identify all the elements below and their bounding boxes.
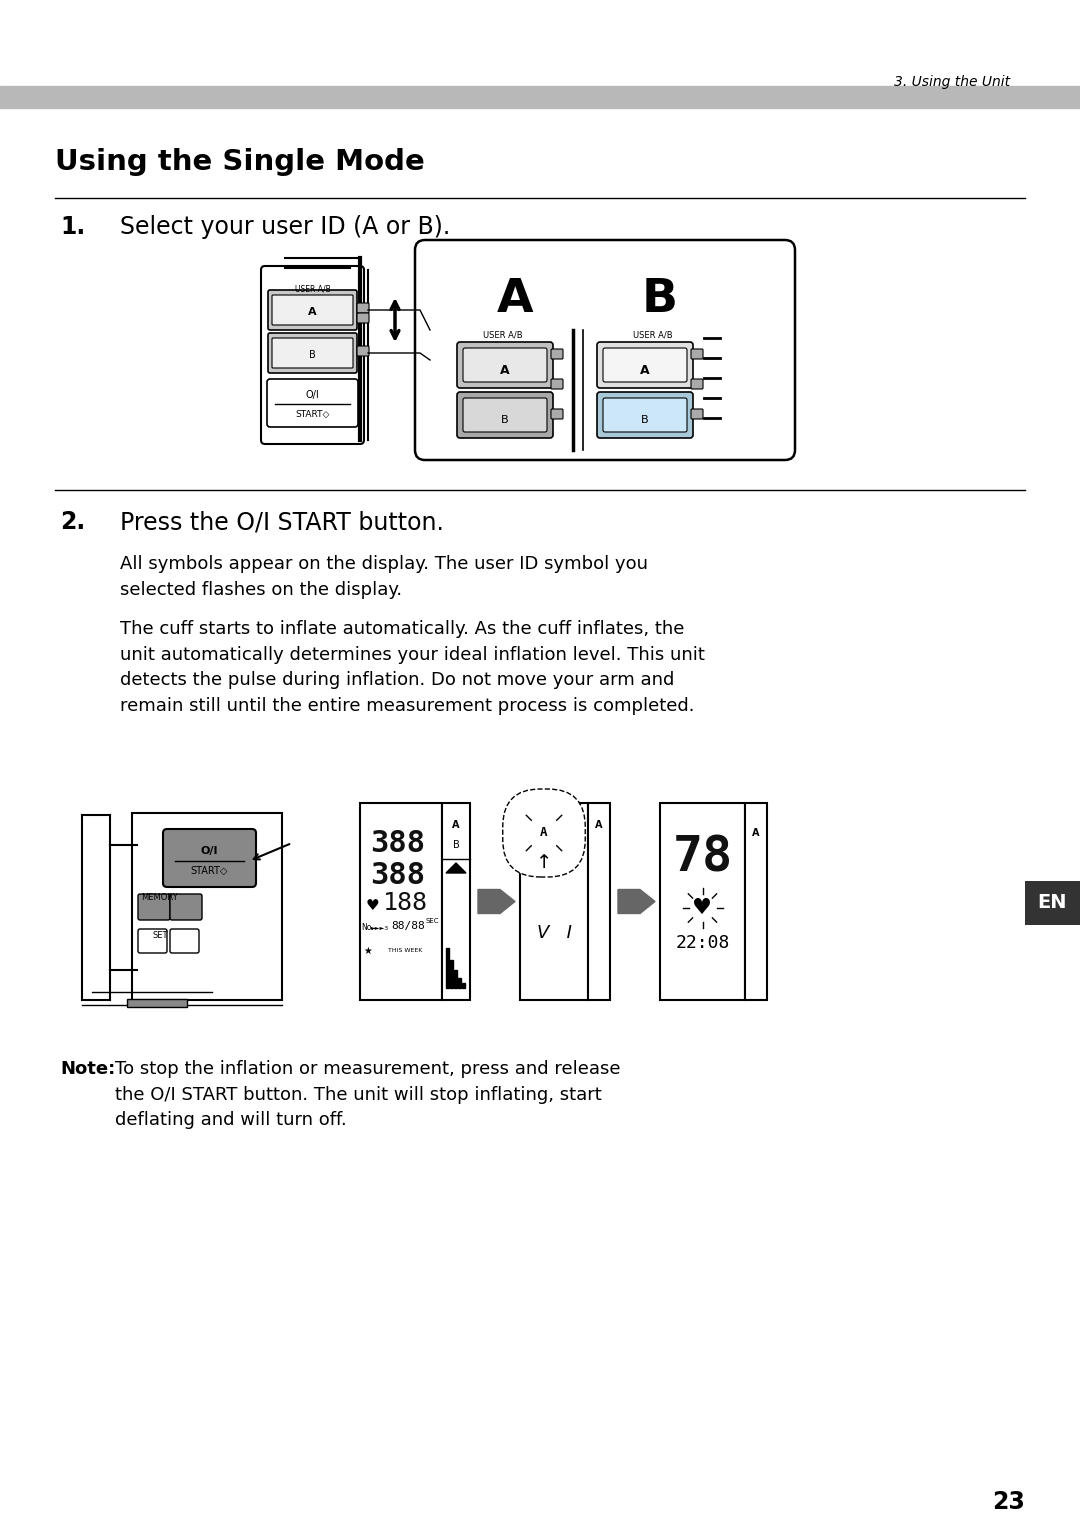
Text: All symbols appear on the display. The user ID symbol you
selected flashes on th: All symbols appear on the display. The u… [120,554,648,599]
FancyBboxPatch shape [138,893,170,919]
Text: 22:08: 22:08 [675,935,730,951]
FancyBboxPatch shape [463,399,546,432]
Text: 78: 78 [673,834,732,883]
Text: 2.: 2. [60,510,85,534]
Text: A: A [497,278,534,322]
FancyBboxPatch shape [170,928,199,953]
Text: ↑: ↑ [536,854,552,872]
FancyBboxPatch shape [267,379,357,428]
Text: A: A [640,363,650,377]
Text: A: A [500,363,510,377]
FancyBboxPatch shape [272,295,353,325]
FancyBboxPatch shape [261,266,364,444]
FancyBboxPatch shape [551,379,563,389]
Text: No.: No. [362,924,375,933]
FancyBboxPatch shape [691,350,703,359]
FancyBboxPatch shape [597,342,693,388]
FancyBboxPatch shape [691,409,703,418]
Text: 388: 388 [370,861,426,890]
Bar [1025,881,1080,924]
FancyBboxPatch shape [138,928,167,953]
FancyBboxPatch shape [551,350,563,359]
Text: Select your user ID (A or B).: Select your user ID (A or B). [120,215,450,240]
Text: 388: 388 [370,829,426,858]
FancyBboxPatch shape [597,392,693,438]
FancyBboxPatch shape [272,337,353,368]
Text: ♥: ♥ [365,898,379,913]
Bar [462,983,465,988]
Text: Press the O/I START button.: Press the O/I START button. [120,510,444,534]
Bar [458,977,461,988]
Text: 23: 23 [993,1490,1025,1513]
Text: USER A/B: USER A/B [295,284,330,293]
Text: THIS WEEK: THIS WEEK [388,948,422,953]
Text: START◇: START◇ [295,409,329,418]
Text: EN: EN [1037,893,1067,912]
Text: 188: 188 [382,890,428,915]
Text: A: A [453,820,460,831]
Text: USER A/B: USER A/B [483,330,523,339]
Text: O/I: O/I [201,846,218,857]
Text: V   I: V I [537,924,571,942]
Polygon shape [446,863,465,873]
FancyBboxPatch shape [268,290,357,330]
FancyBboxPatch shape [457,392,553,438]
Bar [360,803,442,1000]
Text: 1.: 1. [60,215,85,240]
Bar [446,948,449,988]
Bar [132,812,282,1000]
Bar [454,970,457,988]
Text: To stop the inflation or measurement, press and release
the O/I START button. Th: To stop the inflation or measurement, pr… [114,1060,621,1130]
Text: A: A [753,828,759,838]
Text: Using the Single Mode: Using the Single Mode [55,148,424,176]
FancyBboxPatch shape [357,302,369,313]
Bar [588,803,610,1000]
Text: 3. Using the Unit: 3. Using the Unit [894,75,1010,89]
Text: START◇: START◇ [191,866,228,876]
Text: MEMORY: MEMORY [141,893,178,902]
FancyBboxPatch shape [603,399,687,432]
FancyBboxPatch shape [415,240,795,460]
Bar [127,999,187,1006]
FancyBboxPatch shape [268,333,357,373]
FancyBboxPatch shape [691,379,703,389]
FancyBboxPatch shape [457,342,553,388]
Bar [450,960,453,988]
FancyBboxPatch shape [163,829,256,887]
Text: ♥: ♥ [692,898,713,918]
Text: B: B [642,278,678,322]
Text: B: B [642,415,649,425]
Text: A: A [540,826,548,840]
FancyBboxPatch shape [463,348,546,382]
Text: The cuff starts to inflate automatically. As the cuff inflates, the
unit automat: The cuff starts to inflate automatically… [120,620,705,715]
Text: O/I: O/I [306,389,320,400]
Text: A: A [595,820,603,831]
Text: ►►►3: ►►►3 [370,925,389,930]
Text: Note:: Note: [60,1060,116,1078]
Bar [519,803,588,1000]
FancyBboxPatch shape [551,409,563,418]
Text: 88/88: 88/88 [391,921,424,931]
Bar [745,803,767,1000]
Text: SEC: SEC [426,918,438,924]
FancyBboxPatch shape [603,348,687,382]
Text: B: B [501,415,509,425]
Text: B: B [453,840,459,851]
Text: ★: ★ [364,947,373,956]
FancyBboxPatch shape [170,893,202,919]
Text: USER A/B: USER A/B [633,330,673,339]
FancyBboxPatch shape [357,347,369,356]
Bar [442,803,470,1000]
Bar [660,803,745,1000]
Text: SET: SET [152,931,167,941]
Polygon shape [478,890,515,913]
Bar [0,86,1080,108]
Text: B: B [309,350,315,360]
FancyBboxPatch shape [357,313,369,324]
Polygon shape [618,890,654,913]
Text: A: A [308,307,316,318]
